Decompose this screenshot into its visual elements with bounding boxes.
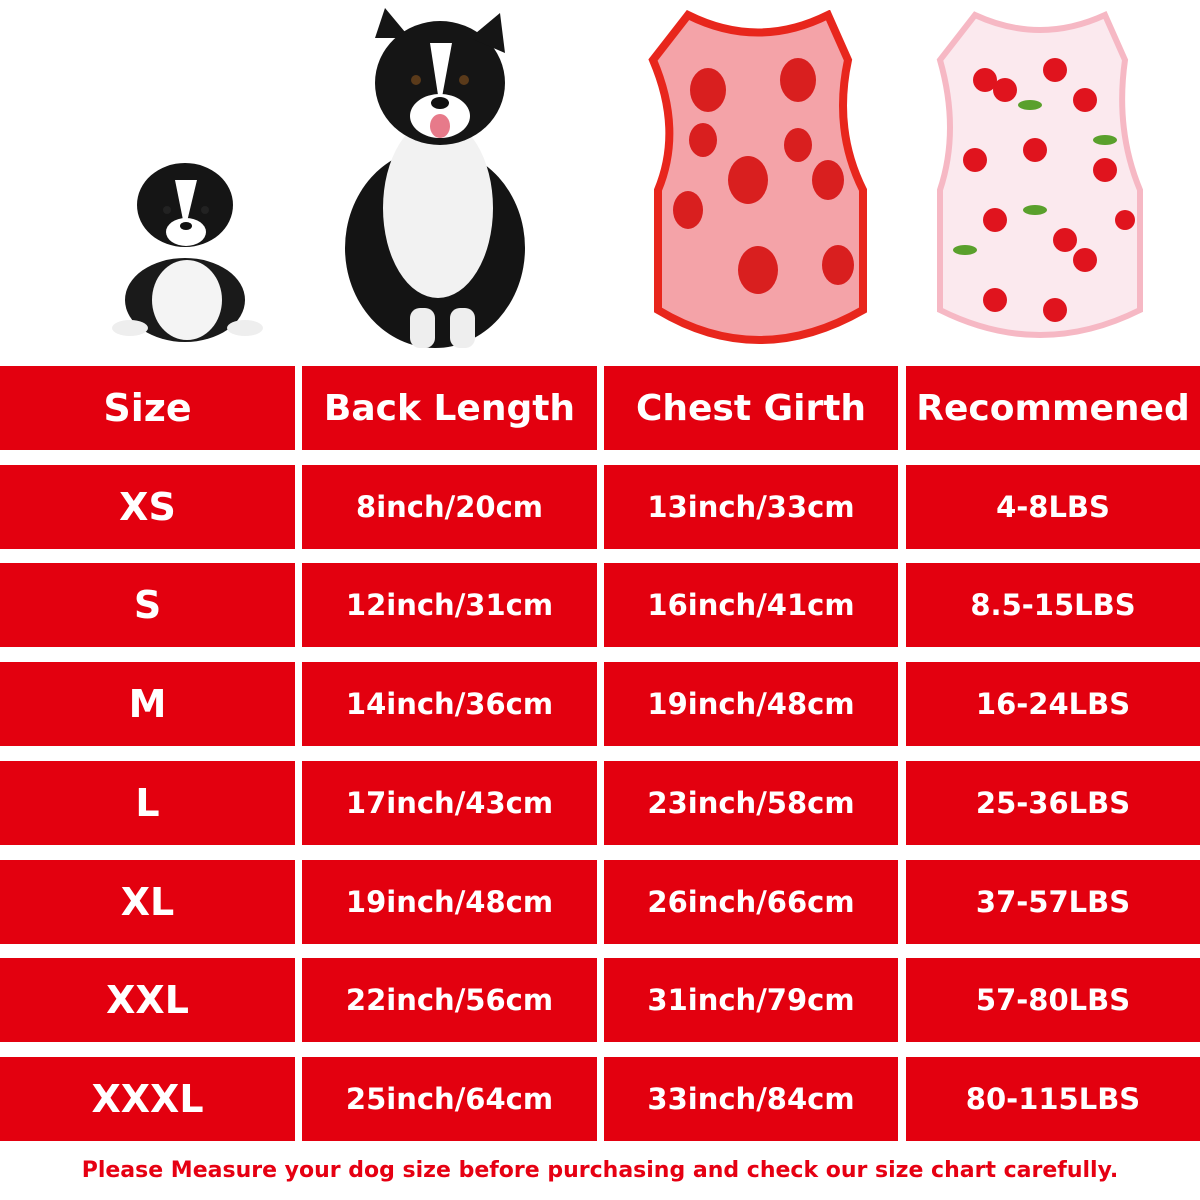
strawberry-shirt-image	[648, 10, 867, 344]
cell-chest-girth: 23inch/58cm	[604, 761, 898, 845]
table-row: L 17inch/43cm 23inch/58cm 25-36LBS	[0, 761, 1200, 845]
cell-chest-girth: 19inch/48cm	[604, 662, 898, 746]
cell-recommended: 25-36LBS	[906, 761, 1200, 845]
cell-back-length: 8inch/20cm	[302, 465, 597, 549]
cell-size: XXL	[0, 958, 295, 1042]
table-row: XL 19inch/48cm 26inch/66cm 37-57LBS	[0, 860, 1200, 944]
header-back-length: Back Length	[302, 366, 597, 450]
cell-chest-girth: 13inch/33cm	[604, 465, 898, 549]
cell-size: S	[0, 563, 295, 647]
cell-chest-girth: 16inch/41cm	[604, 563, 898, 647]
puppy-image	[112, 163, 263, 342]
cell-recommended: 4-8LBS	[906, 465, 1200, 549]
table-row: M 14inch/36cm 19inch/48cm 16-24LBS	[0, 662, 1200, 746]
cell-chest-girth: 26inch/66cm	[604, 860, 898, 944]
cell-back-length: 25inch/64cm	[302, 1057, 597, 1141]
table-row: XXL 22inch/56cm 31inch/79cm 57-80LBS	[0, 958, 1200, 1042]
cell-size: L	[0, 761, 295, 845]
header-chest-girth: Chest Girth	[604, 366, 898, 450]
cell-back-length: 14inch/36cm	[302, 662, 597, 746]
table-header-row: Size Back Length Chest Girth Recommened	[0, 366, 1200, 450]
cell-back-length: 12inch/31cm	[302, 563, 597, 647]
cell-size: XXXL	[0, 1057, 295, 1141]
cherry-shirt-image	[936, 11, 1143, 338]
cell-size: M	[0, 662, 295, 746]
cell-size: XL	[0, 860, 295, 944]
cell-size: XS	[0, 465, 295, 549]
cell-recommended: 57-80LBS	[906, 958, 1200, 1042]
cell-recommended: 37-57LBS	[906, 860, 1200, 944]
cell-back-length: 22inch/56cm	[302, 958, 597, 1042]
cell-recommended: 8.5-15LBS	[906, 563, 1200, 647]
adult-dog-image	[345, 8, 525, 348]
table-row: XXXL 25inch/64cm 33inch/84cm 80-115LBS	[0, 1057, 1200, 1141]
cell-chest-girth: 31inch/79cm	[604, 958, 898, 1042]
cell-back-length: 19inch/48cm	[302, 860, 597, 944]
cell-recommended: 16-24LBS	[906, 662, 1200, 746]
cell-back-length: 17inch/43cm	[302, 761, 597, 845]
header-size: Size	[0, 366, 295, 450]
cell-recommended: 80-115LBS	[906, 1057, 1200, 1141]
header-recommended: Recommened	[906, 366, 1200, 450]
table-row: S 12inch/31cm 16inch/41cm 8.5-15LBS	[0, 563, 1200, 647]
cell-chest-girth: 33inch/84cm	[604, 1057, 898, 1141]
table-row: XS 8inch/20cm 13inch/33cm 4-8LBS	[0, 465, 1200, 549]
footer-note: Please Measure your dog size before purc…	[81, 1158, 1119, 1183]
product-images	[0, 0, 1200, 360]
